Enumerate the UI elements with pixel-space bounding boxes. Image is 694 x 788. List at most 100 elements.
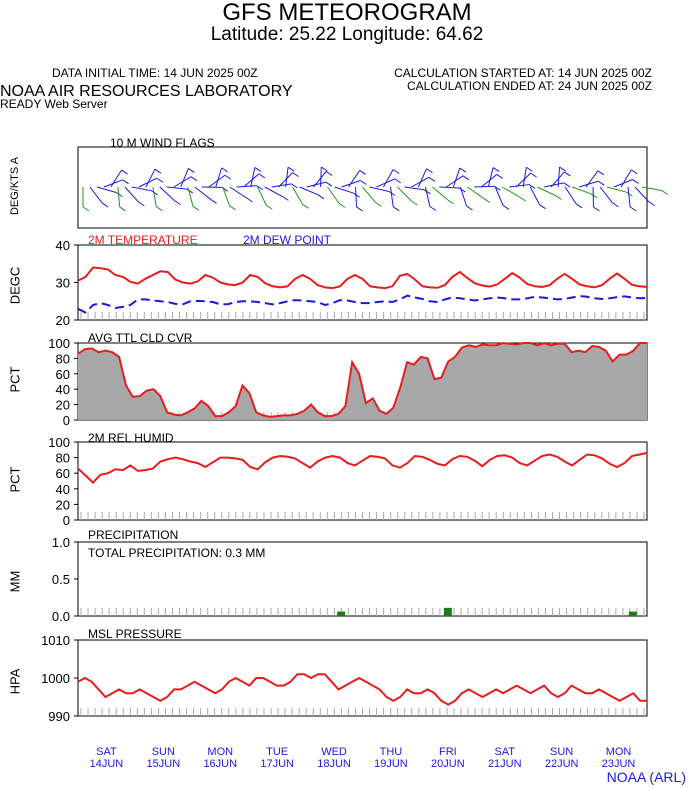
wind-barb <box>124 186 139 203</box>
pres-ytick-label: 1000 <box>41 671 70 686</box>
wind-barb-flag <box>156 177 164 183</box>
wind-barb-flag <box>466 205 473 211</box>
wind-barb-flag <box>254 167 262 172</box>
wind-barb-flag <box>612 202 619 208</box>
wind-barb-flag <box>519 196 526 202</box>
pres-frame <box>77 639 648 717</box>
wind-barb-flag <box>115 192 123 197</box>
wind-barb-flag <box>593 206 600 212</box>
cloud-ytick-label: 20 <box>56 398 70 413</box>
day-label-dow: SAT <box>494 746 515 758</box>
wind-barb-flag <box>661 190 668 195</box>
wind-barb <box>145 168 156 188</box>
day-label-dow: WED <box>321 746 347 758</box>
day-label-date: 17JUN <box>260 758 294 770</box>
day-label-date: 16JUN <box>203 758 237 770</box>
wind-barb-flag <box>121 169 128 175</box>
wind-barb <box>285 167 289 188</box>
wind-barb-flag <box>375 201 382 207</box>
wind-barb <box>96 186 117 193</box>
page-title: GFS METEOROGRAM <box>222 0 472 26</box>
wind-barb <box>474 185 495 188</box>
day-label-date: 18JUN <box>317 758 351 770</box>
wind-barb <box>236 185 257 188</box>
wind-barb <box>467 186 484 199</box>
wind-barb-flag <box>282 195 289 201</box>
pres-ytick-label: 1010 <box>41 633 70 648</box>
wind-barb <box>571 186 592 195</box>
wind-barb-flag <box>429 206 437 211</box>
cloud-area <box>78 343 647 420</box>
wind-barb-flag <box>138 201 145 207</box>
precip-total: TOTAL PRECIPITATION: 0.3 MM <box>88 546 266 560</box>
wind-barb-flag <box>528 184 536 189</box>
wind-barb-flag <box>559 166 566 172</box>
wind-barb <box>557 167 561 188</box>
wind-barb <box>208 174 226 188</box>
wind-barb-flag <box>186 188 194 194</box>
day-label-date: 14JUN <box>90 758 124 770</box>
wind-barb-flag <box>154 168 162 174</box>
wind-barb <box>641 186 662 191</box>
wind-barb-flag <box>353 192 360 198</box>
wind-barb-flag <box>224 174 232 180</box>
humid-ytick-label: 40 <box>56 482 70 497</box>
wind-barb-flag <box>229 205 236 211</box>
day-label-date: 19JUN <box>374 758 408 770</box>
wind-barb <box>187 186 194 207</box>
wind-barb-flag <box>496 173 504 179</box>
wind-barb <box>257 186 267 206</box>
wind-barb <box>509 184 530 188</box>
wind-barb <box>459 186 467 207</box>
wind-barb-flag <box>320 166 328 172</box>
wind-barb-flag <box>338 202 346 208</box>
wind-barb <box>550 171 565 188</box>
wind-barb-flag <box>462 175 470 181</box>
wind-barb-flag <box>526 166 533 172</box>
wind-barb <box>529 186 541 205</box>
wind-barb-flag <box>190 176 198 182</box>
temp-legend: 2M TEMPERATURE <box>88 233 198 247</box>
dew-legend: 2M DEW POINT <box>243 233 332 247</box>
wind-barb <box>369 186 390 192</box>
wind-barb <box>515 172 531 188</box>
server-label: READY Web Server <box>0 97 108 111</box>
day-label-dow: MON <box>207 746 233 758</box>
wind-barb <box>383 169 394 188</box>
wind-barb-flag <box>392 169 400 174</box>
wind-barb <box>313 171 327 188</box>
wind-barb <box>606 186 627 193</box>
wind-barb <box>327 186 340 204</box>
wind-barb-flag <box>564 171 571 177</box>
cloud-ytick-label: 40 <box>56 382 70 397</box>
precip-ytick-label: 1.0 <box>52 535 70 550</box>
wind-barb <box>439 186 460 189</box>
calc-started: CALCULATION STARTED AT: 14 JUN 2025 00Z <box>394 66 652 80</box>
cloud-title: AVG TTL CLD CVR <box>88 331 193 345</box>
precip-ytick-label: 0.5 <box>52 572 70 587</box>
wind-barb <box>222 186 231 206</box>
wind-barb <box>362 186 376 203</box>
wind-barb <box>271 183 292 188</box>
wind-barb <box>299 186 319 196</box>
dew-point-line <box>77 294 648 314</box>
wind-barb <box>599 186 613 204</box>
wind-barb <box>110 169 122 188</box>
wind-barb-flag <box>256 185 263 191</box>
wind-barb-flag <box>494 185 501 191</box>
day-label-dow: SUN <box>152 746 175 758</box>
wind-barb <box>229 186 247 199</box>
day-label-dow: SUN <box>550 746 573 758</box>
precip-bar <box>628 611 637 616</box>
wind-barb <box>117 186 121 207</box>
day-label-date: 21JUN <box>488 758 522 770</box>
wind-barb <box>446 175 464 188</box>
wind-barb-flag <box>119 206 126 212</box>
wind-barb-flag <box>555 195 562 200</box>
wind-barb <box>487 167 494 188</box>
wind-barb-flag <box>392 206 400 212</box>
wind-barb-flag <box>632 179 639 184</box>
humid-ytick-label: 20 <box>56 497 70 512</box>
wind-barb <box>424 186 431 207</box>
